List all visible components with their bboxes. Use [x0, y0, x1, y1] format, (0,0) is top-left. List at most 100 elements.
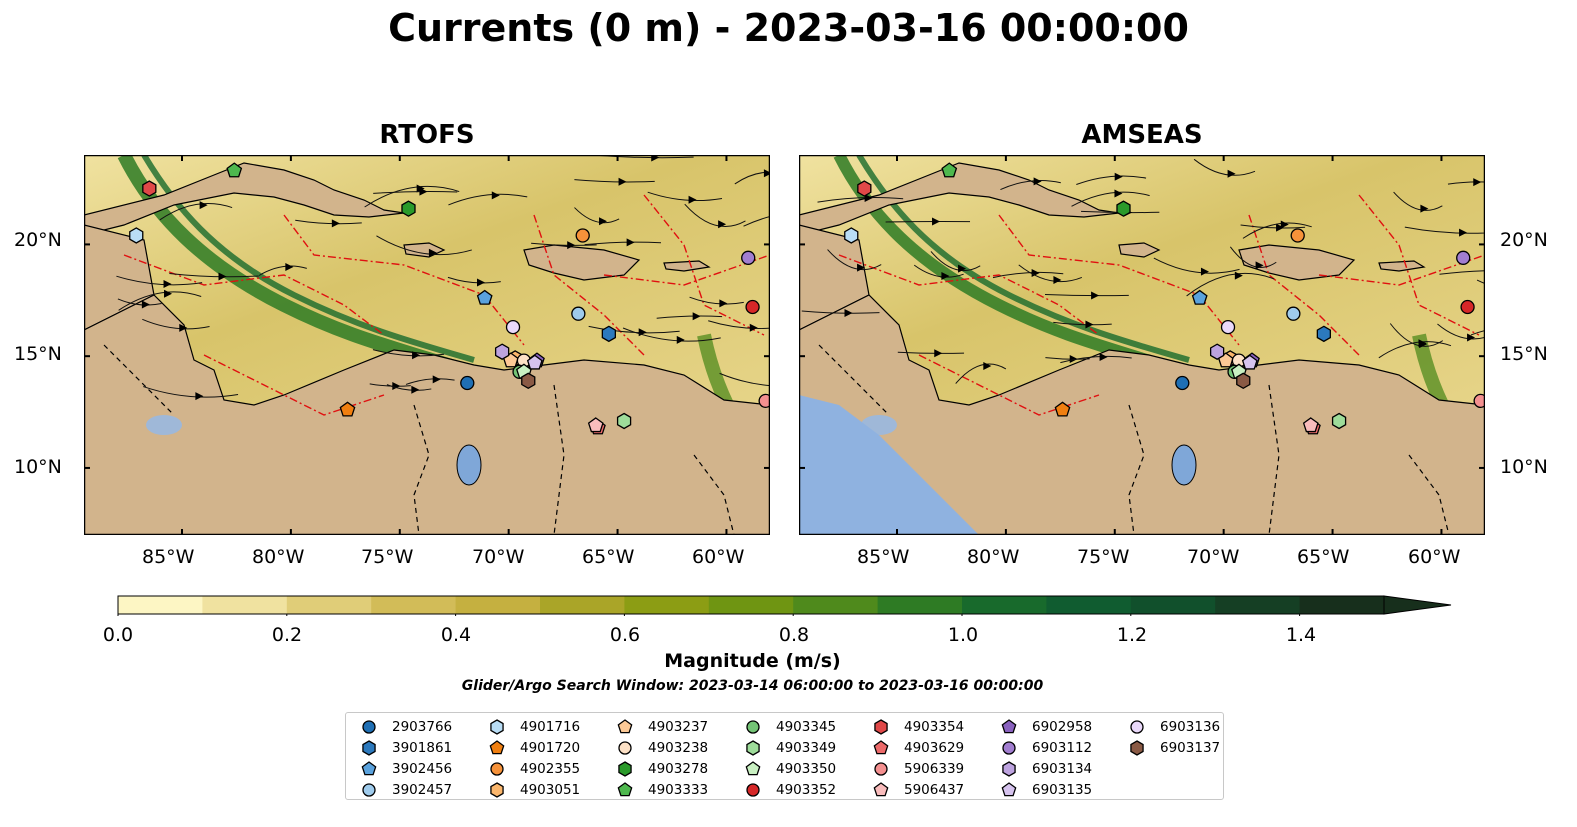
legend-label: 2903766 — [392, 718, 453, 735]
float-marker-4903352 — [1460, 299, 1475, 315]
legend-marker — [1001, 781, 1017, 796]
float-marker-4903354 — [142, 180, 157, 197]
colorbar-tick-label: 0.2 — [271, 624, 303, 646]
legend-item: 4903350 — [744, 758, 836, 779]
legend-item: 4903237 — [616, 716, 708, 737]
legend-marker — [1130, 719, 1144, 734]
legend-label: 4903352 — [776, 781, 837, 798]
colorbar-tick-label: 1.0 — [947, 624, 979, 646]
float-marker-6903112 — [1456, 250, 1471, 265]
legend-item: 6902958 — [1000, 716, 1092, 737]
legend-marker — [1001, 718, 1017, 733]
legend-marker — [1130, 739, 1144, 756]
legend-label: 4903238 — [648, 739, 709, 756]
float-marker-4903349 — [616, 412, 632, 430]
colorbar-segment — [793, 596, 879, 614]
float-marker-5906437 — [1302, 417, 1319, 433]
float-marker-3902457 — [1286, 306, 1301, 321]
float-marker-6903134 — [494, 343, 510, 360]
legend-label: 4903349 — [776, 739, 837, 756]
lat-tick-label: 10°N — [1500, 456, 1548, 478]
float-marker-5906437 — [587, 417, 604, 433]
float-marker-6903134 — [1209, 343, 1225, 360]
colorbar-segment — [1299, 596, 1385, 614]
legend-item: 4903345 — [744, 716, 836, 737]
float-marker-6903137 — [521, 372, 536, 390]
lat-tick-label: 20°N — [14, 229, 62, 251]
legend-item: 6903135 — [1000, 779, 1092, 800]
colorbar-segment — [118, 596, 203, 614]
legend-item: 4901716 — [488, 716, 580, 737]
map-panel-amseas — [799, 155, 1485, 535]
lon-tick-label: 85°W — [142, 546, 195, 568]
legend-label: 4903333 — [648, 781, 709, 798]
legend-marker — [873, 781, 889, 796]
legend-label: 6903112 — [1032, 739, 1093, 756]
legend-label: 3902457 — [392, 781, 453, 798]
legend-item: 5906437 — [872, 779, 964, 800]
legend-marker — [489, 739, 505, 754]
legend-marker — [874, 718, 888, 735]
float-marker-3902456 — [1191, 289, 1208, 305]
legend-item: 4903349 — [744, 737, 836, 758]
colorbar-segment — [962, 596, 1047, 614]
float-marker-4903354 — [857, 180, 872, 197]
colorbar-segment — [540, 596, 625, 614]
float-marker-5906339 — [1473, 393, 1485, 409]
legend-label: 4903345 — [776, 718, 837, 735]
colorbar-segment — [1046, 596, 1132, 614]
colorbar-segment — [1130, 596, 1216, 614]
float-marker-4902355 — [575, 228, 590, 243]
legend-item: 3902456 — [360, 758, 452, 779]
colorbar-segment — [202, 596, 288, 614]
legend-label: 4901716 — [520, 718, 581, 735]
panel-title-rtofs: RTOFS — [379, 120, 475, 150]
float-marker-6903135 — [1241, 354, 1258, 370]
float-marker-4903278 — [401, 200, 416, 217]
legend-label: 4903354 — [904, 718, 965, 735]
legend-marker — [746, 782, 760, 797]
float-marker-6903136 — [505, 319, 521, 335]
lat-tick-label: 10°N — [14, 456, 62, 478]
legend-label: 4903278 — [648, 760, 709, 777]
lat-tick-label: 15°N — [1500, 343, 1548, 365]
legend-marker — [745, 760, 761, 775]
colorbar-segment — [708, 596, 794, 614]
colorbar-tick-label: 0.0 — [102, 624, 134, 646]
lon-tick-label: 70°W — [472, 546, 525, 568]
legend-label: 4903629 — [904, 739, 965, 756]
float-marker-4902355 — [1290, 228, 1305, 243]
float-marker-3901861 — [1316, 325, 1331, 343]
colorbar-tick-label: 0.6 — [609, 624, 641, 646]
legend-marker — [618, 760, 632, 777]
legend-item: 4903333 — [616, 779, 708, 800]
legend-item: 6903112 — [1000, 737, 1092, 758]
float-marker-4903333 — [941, 162, 958, 178]
lon-tick-label: 80°W — [967, 546, 1020, 568]
colorbar-segment — [371, 596, 457, 614]
float-marker-3902456 — [476, 289, 493, 305]
legend-marker — [362, 719, 376, 734]
legend-marker — [1002, 740, 1016, 755]
legend-label: 4902355 — [520, 760, 581, 777]
legend-label: 6902958 — [1032, 718, 1093, 735]
legend-item: 3901861 — [360, 737, 452, 758]
float-marker-4901716 — [129, 227, 144, 244]
float-marker-4903278 — [1116, 200, 1131, 217]
legend-item: 6903136 — [1128, 716, 1220, 737]
float-marker-4901716 — [844, 227, 859, 244]
legend-item: 6903134 — [1000, 758, 1092, 779]
legend-label: 4903237 — [648, 718, 709, 735]
legend-item: 5906339 — [872, 758, 964, 779]
lon-tick-label: 65°W — [1297, 546, 1350, 568]
colorbar-segment — [624, 596, 710, 614]
legend-label: 4903051 — [520, 781, 581, 798]
lat-tick-label: 15°N — [14, 343, 62, 365]
lon-tick-label: 85°W — [857, 546, 910, 568]
legend-marker — [746, 739, 760, 756]
legend-label: 6903136 — [1160, 718, 1221, 735]
float-legend: 2903766 3901861 3902456 3902457 4901716 49017… — [345, 712, 1224, 800]
lon-tick-label: 75°W — [1077, 546, 1130, 568]
legend-marker — [1002, 760, 1016, 777]
lon-tick-label: 80°W — [252, 546, 305, 568]
